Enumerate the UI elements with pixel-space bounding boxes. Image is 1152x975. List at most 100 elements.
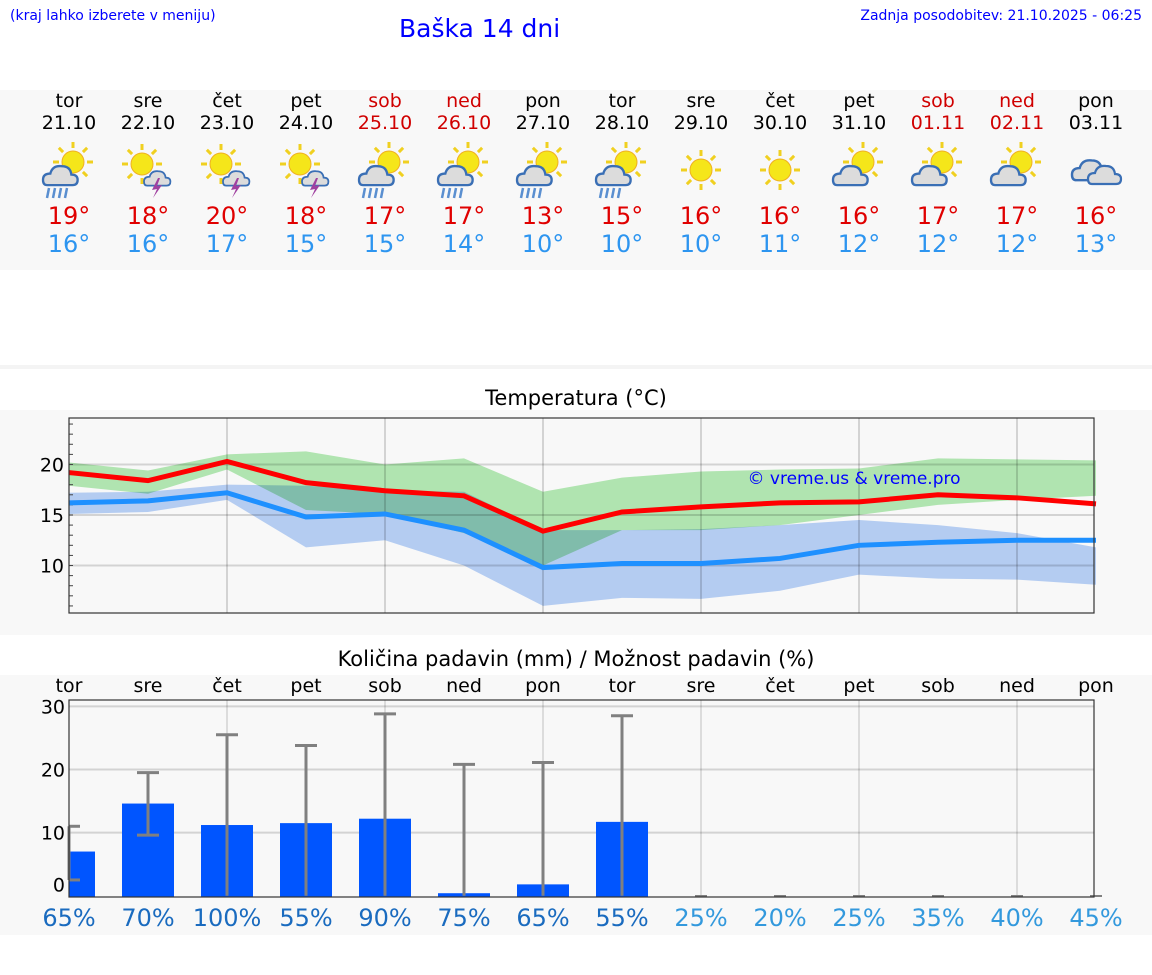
y-tick-label: 0 — [53, 875, 65, 897]
sun-cloud-rain-icon — [594, 142, 646, 199]
day-date: 24.10 — [278, 112, 334, 134]
min-temperature: 13° — [1074, 230, 1118, 258]
precipitation-chart-panel: 0 10 20 30 tor sre čet pet sob ned pon tor sre čet pet… — [0, 675, 1152, 935]
sun-cloud-icon — [910, 142, 962, 187]
sun-icon — [280, 144, 320, 184]
sun-icon — [760, 150, 800, 190]
day-name: pon — [1078, 90, 1114, 112]
day-name: čet — [212, 90, 242, 112]
min-temperature: 11° — [758, 230, 802, 258]
cloud-icon — [41, 164, 79, 187]
precipitation-probability: 20% — [753, 904, 806, 932]
divider — [0, 365, 1152, 369]
max-temperature: 16° — [837, 202, 881, 230]
precipitation-probability: 70% — [121, 904, 174, 932]
cloud-icon — [594, 164, 632, 187]
y-tick-label: 15 — [40, 505, 64, 527]
y-tick-label: 10 — [40, 556, 64, 578]
day-name: tor — [55, 90, 83, 112]
lightning-icon — [152, 178, 162, 198]
y-tick-label: 10 — [41, 823, 65, 845]
min-temperature: 14° — [442, 230, 486, 258]
day-name: pon — [525, 90, 561, 112]
max-temperature-range-band — [69, 451, 1096, 566]
precipitation-chart-title: Količina padavin (mm) / Možnost padavin … — [337, 647, 815, 671]
sun-cloud-rain-icon — [41, 142, 93, 199]
max-temperature: 18° — [126, 202, 170, 230]
day-name: sob — [921, 90, 955, 112]
max-temperature: 15° — [600, 202, 644, 230]
min-temperature: 10° — [679, 230, 723, 258]
day-name: pet — [290, 90, 322, 112]
x-day-label: ned — [446, 675, 482, 697]
x-day-label: pon — [1078, 675, 1114, 697]
sun-thunderstorm-icon — [122, 144, 172, 198]
sun-icon — [760, 150, 800, 190]
sun-icon — [681, 150, 721, 190]
watermark: © vreme.us & vreme.pro — [747, 469, 960, 489]
rain-icon — [598, 187, 622, 199]
day-date: 31.10 — [831, 112, 887, 134]
min-temperature: 15° — [363, 230, 407, 258]
x-day-label: pet — [290, 675, 321, 697]
day-name: sre — [686, 90, 716, 112]
precipitation-probability: 90% — [358, 904, 411, 932]
max-temperature: 18° — [284, 202, 328, 230]
plot-frame — [68, 699, 1095, 898]
precipitation-probability: 100% — [193, 904, 262, 932]
page-title: Baška 14 dni — [399, 14, 561, 43]
cloud-icon — [143, 170, 172, 187]
x-day-label: čet — [212, 675, 242, 697]
day-column: sob 25.10 17° 15° — [346, 90, 425, 258]
min-temperature: 10° — [521, 230, 565, 258]
min-temperature: 15° — [284, 230, 328, 258]
temperature-chart-title: Temperatura (°C) — [485, 386, 667, 410]
max-temperature: 17° — [916, 202, 960, 230]
x-day-label: tor — [609, 675, 636, 697]
lightning-icon — [231, 178, 241, 198]
precipitation-probability: 55% — [279, 904, 332, 932]
cloud-icon — [436, 164, 474, 187]
day-name: sob — [368, 90, 402, 112]
day-column: pon 27.10 13° 10° — [504, 90, 583, 258]
min-temperature: 12° — [916, 230, 960, 258]
precipitation-probability: 45% — [1069, 904, 1122, 932]
day-name: sre — [133, 90, 163, 112]
day-date: 27.10 — [515, 112, 571, 134]
y-tick-label: 20 — [40, 454, 64, 476]
day-date: 26.10 — [436, 112, 492, 134]
x-day-label: sre — [687, 675, 716, 697]
max-temperature: 16° — [758, 202, 802, 230]
precipitation-probability: 65% — [42, 904, 95, 932]
day-date: 02.11 — [989, 112, 1045, 134]
cloud-icon — [910, 164, 948, 187]
rain-icon — [440, 187, 464, 199]
location-hint: (kraj lahko izberete v meniju) — [10, 8, 216, 24]
sun-thunderstorm-icon — [201, 144, 251, 198]
day-column: tor 28.10 15° 10° — [583, 90, 662, 258]
day-column: sre 22.10 18° 16° — [109, 90, 188, 258]
day-column: čet 23.10 20° 17° — [188, 90, 267, 258]
sun-icon — [681, 150, 721, 190]
max-temperature: 17° — [442, 202, 486, 230]
x-day-label: ned — [999, 675, 1035, 697]
precipitation-probability: 40% — [990, 904, 1043, 932]
rain-icon — [519, 187, 543, 199]
max-temperature: 17° — [363, 202, 407, 230]
precipitation-probability: 65% — [516, 904, 569, 932]
day-date: 03.11 — [1068, 112, 1124, 134]
sun-thunderstorm-icon — [280, 144, 330, 198]
sun-cloud-rain-icon — [515, 142, 567, 199]
y-tick-label: 20 — [41, 759, 65, 781]
x-day-label: pet — [843, 675, 874, 697]
day-date: 23.10 — [199, 112, 255, 134]
sun-cloud-rain-icon — [357, 142, 409, 199]
min-temperature: 10° — [600, 230, 644, 258]
precipitation-probability: 25% — [832, 904, 885, 932]
day-column: sre 29.10 16° 10° — [662, 90, 741, 258]
day-date: 30.10 — [752, 112, 808, 134]
sun-cloud-icon — [831, 142, 883, 187]
daily-forecast-strip: tor 21.10 19° 16° sre 22.10 18° 16° čet 23… — [0, 90, 1152, 270]
min-temperature: 12° — [837, 230, 881, 258]
